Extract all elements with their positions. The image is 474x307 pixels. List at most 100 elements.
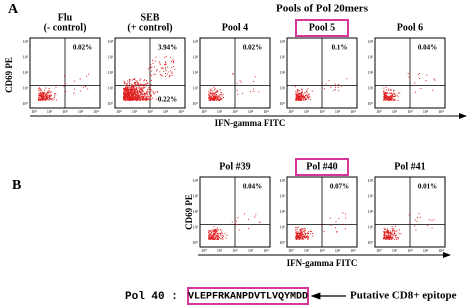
event-dot (297, 90, 299, 92)
event-dot (150, 64, 152, 66)
event-dot (297, 236, 299, 238)
event-dot (385, 94, 387, 96)
event-dot (131, 93, 133, 95)
event-dot (145, 95, 147, 97)
event-dot (38, 95, 40, 97)
event-dot (123, 91, 125, 93)
event-dot (145, 83, 147, 85)
event-dot (136, 86, 138, 88)
plot-title: Pol #40 (306, 161, 337, 172)
event-dot (384, 97, 386, 99)
event-dot (149, 97, 151, 99)
event-dot (394, 230, 396, 232)
event-dot (161, 67, 163, 69)
event-dot (212, 238, 214, 240)
event-dot (144, 97, 146, 99)
event-dot (383, 90, 385, 92)
event-dot (44, 99, 46, 101)
event-dot (338, 84, 340, 86)
event-dot (164, 61, 166, 63)
event-dot (390, 96, 392, 98)
x-tick-label: 10⁰ (288, 109, 294, 114)
event-dot (45, 98, 47, 100)
event-dot (138, 97, 140, 99)
event-dot (123, 89, 125, 91)
event-dot (393, 90, 395, 92)
event-dot (301, 96, 303, 98)
x-tick-label: 10³ (335, 109, 341, 114)
y-tick-label: 10⁰ (367, 240, 373, 245)
event-dot (300, 238, 302, 240)
event-dot (38, 92, 40, 94)
event-dot (128, 91, 130, 93)
event-dot (300, 93, 302, 95)
event-dot (146, 98, 148, 100)
event-dot (49, 99, 51, 101)
event-dot (214, 88, 216, 90)
event-dot (170, 70, 172, 72)
event-dot (297, 95, 299, 97)
event-dot (388, 96, 390, 98)
event-dot (145, 98, 147, 100)
event-dot (140, 92, 142, 94)
event-dot (133, 97, 135, 99)
x-tick-label: 10⁰ (288, 248, 294, 253)
event-dot (425, 80, 427, 82)
event-dot (132, 96, 134, 98)
event-dot (132, 92, 134, 94)
x-tick-label: 10⁴ (263, 109, 269, 114)
event-dot (219, 99, 221, 101)
event-dot (247, 218, 249, 220)
event-dot (45, 95, 47, 97)
event-dot (210, 98, 212, 100)
event-dot (208, 238, 210, 240)
event-dot (133, 78, 135, 80)
event-dot (213, 231, 215, 233)
y-tick-label: 10⁴ (193, 39, 199, 44)
event-dot (150, 98, 152, 100)
event-dot (140, 83, 142, 85)
event-dot (134, 90, 136, 92)
event-dot (336, 231, 338, 233)
event-dot (235, 220, 237, 222)
event-dot (43, 94, 45, 96)
event-dot (220, 233, 222, 235)
event-dot (384, 99, 386, 101)
event-dot (237, 217, 239, 219)
event-dot (384, 237, 386, 239)
event-dot (398, 229, 400, 231)
event-dot (387, 97, 389, 99)
event-dot (126, 89, 128, 91)
event-dot (125, 92, 127, 94)
event-dot (124, 95, 126, 97)
event-dot (44, 89, 46, 91)
event-dot (53, 98, 55, 100)
event-dot (218, 236, 220, 238)
event-dot (312, 233, 314, 235)
event-dot (383, 231, 385, 233)
event-dot (132, 79, 134, 81)
event-dot (48, 87, 50, 89)
event-dot (226, 234, 228, 236)
event-dot (150, 94, 152, 96)
event-dot (137, 99, 139, 101)
event-dot (390, 238, 392, 240)
event-dot (164, 57, 166, 59)
event-dot (165, 69, 167, 71)
event-dot (395, 237, 397, 239)
event-dot (211, 95, 213, 97)
quadrant-percent: 0.04% (418, 44, 437, 52)
event-dot (384, 97, 386, 99)
event-dot (295, 94, 297, 96)
event-dot (298, 238, 300, 240)
event-dot (384, 97, 386, 99)
event-dot (302, 99, 304, 101)
event-dot (39, 98, 41, 100)
event-dot (140, 84, 142, 86)
quadrant-percent: 3.94% (158, 44, 177, 52)
event-dot (386, 229, 388, 231)
event-dot (141, 89, 143, 91)
event-dot (301, 232, 303, 234)
event-dot (129, 91, 131, 93)
event-dot (147, 82, 149, 84)
